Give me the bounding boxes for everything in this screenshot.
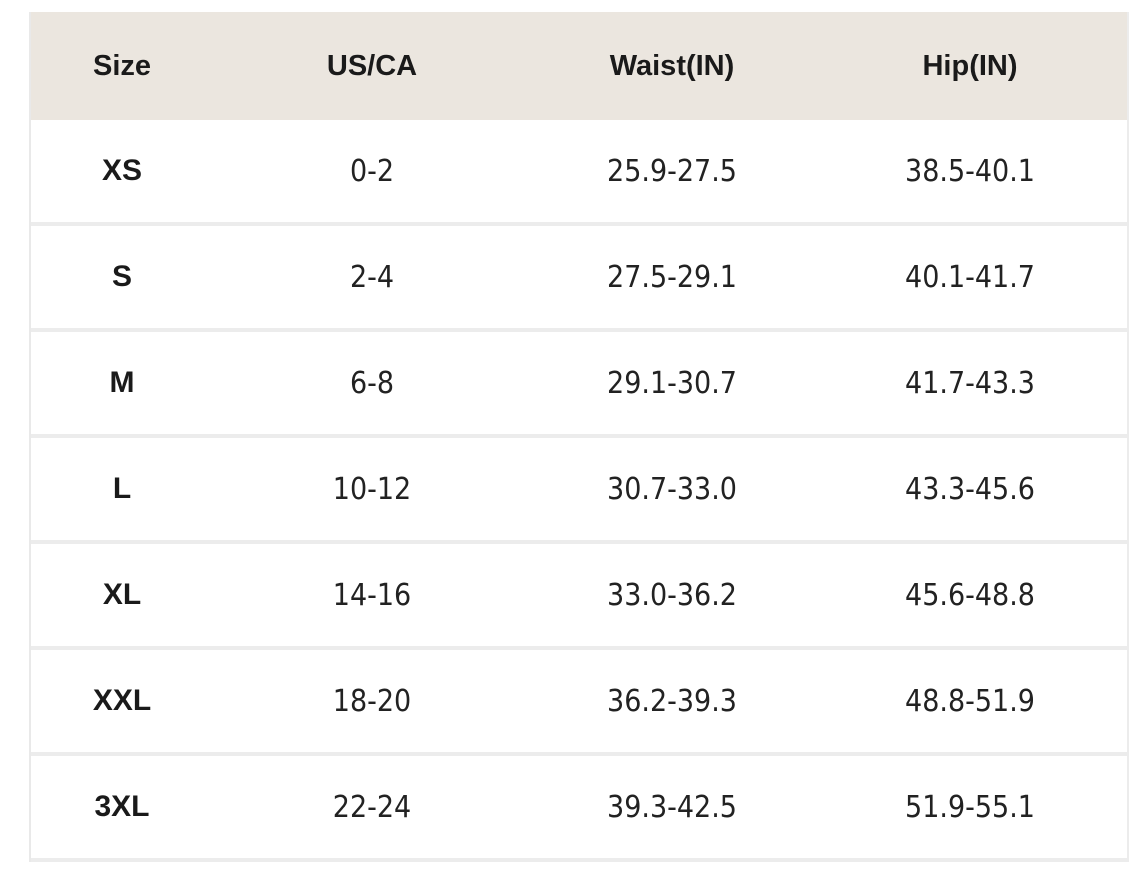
table-row: L 10-12 30.7-33.0 43.3-45.6: [31, 438, 1127, 544]
cell-waist: 27.5-29.1: [607, 259, 737, 295]
table-row: S 2-4 27.5-29.1 40.1-41.7: [31, 226, 1127, 332]
cell-us-ca: 6-8: [349, 365, 395, 401]
cell-size: L: [112, 472, 132, 505]
cell-waist: 36.2-39.3: [607, 683, 737, 719]
cell-waist: 39.3-42.5: [607, 789, 737, 825]
table-row: XXL 18-20 36.2-39.3 48.8-51.9: [31, 650, 1127, 756]
table-row: XL 14-16 33.0-36.2 45.6-48.8: [31, 544, 1127, 650]
cell-size: XXL: [92, 684, 152, 717]
header-us-ca: US/CA: [326, 49, 418, 82]
cell-hip: 41.7-43.3: [905, 365, 1035, 401]
cell-size: XS: [101, 154, 143, 187]
cell-hip: 48.8-51.9: [905, 683, 1035, 719]
table-row: XS 0-2 25.9-27.5 38.5-40.1: [31, 120, 1127, 226]
cell-waist: 33.0-36.2: [607, 577, 737, 613]
cell-us-ca: 22-24: [332, 789, 412, 825]
cell-waist: 29.1-30.7: [607, 365, 737, 401]
cell-us-ca: 2-4: [349, 259, 395, 295]
header-size: Size: [92, 49, 152, 82]
cell-waist: 25.9-27.5: [607, 153, 737, 189]
cell-size: XL: [102, 578, 142, 611]
header-hip: Hip(IN): [922, 49, 1018, 82]
cell-us-ca: 10-12: [332, 471, 412, 507]
cell-hip: 43.3-45.6: [905, 471, 1035, 507]
header-waist: Waist(IN): [609, 49, 735, 82]
cell-waist: 30.7-33.0: [607, 471, 737, 507]
cell-hip: 40.1-41.7: [905, 259, 1035, 295]
table-row: 3XL 22-24 39.3-42.5 51.9-55.1: [31, 756, 1127, 862]
cell-hip: 51.9-55.1: [905, 789, 1035, 825]
table-row: M 6-8 29.1-30.7 41.7-43.3: [31, 332, 1127, 438]
cell-hip: 38.5-40.1: [905, 153, 1035, 189]
cell-size: 3XL: [94, 790, 150, 823]
cell-size: S: [111, 260, 132, 293]
cell-size: M: [109, 366, 135, 399]
size-chart-table: Size US/CA Waist(IN) Hip(IN) XS 0-2 25.9-2…: [29, 12, 1129, 862]
cell-us-ca: 18-20: [332, 683, 412, 719]
cell-us-ca: 14-16: [332, 577, 412, 613]
cell-us-ca: 0-2: [349, 153, 395, 189]
cell-hip: 45.6-48.8: [905, 577, 1035, 613]
table-header: Size US/CA Waist(IN) Hip(IN): [31, 12, 1127, 120]
